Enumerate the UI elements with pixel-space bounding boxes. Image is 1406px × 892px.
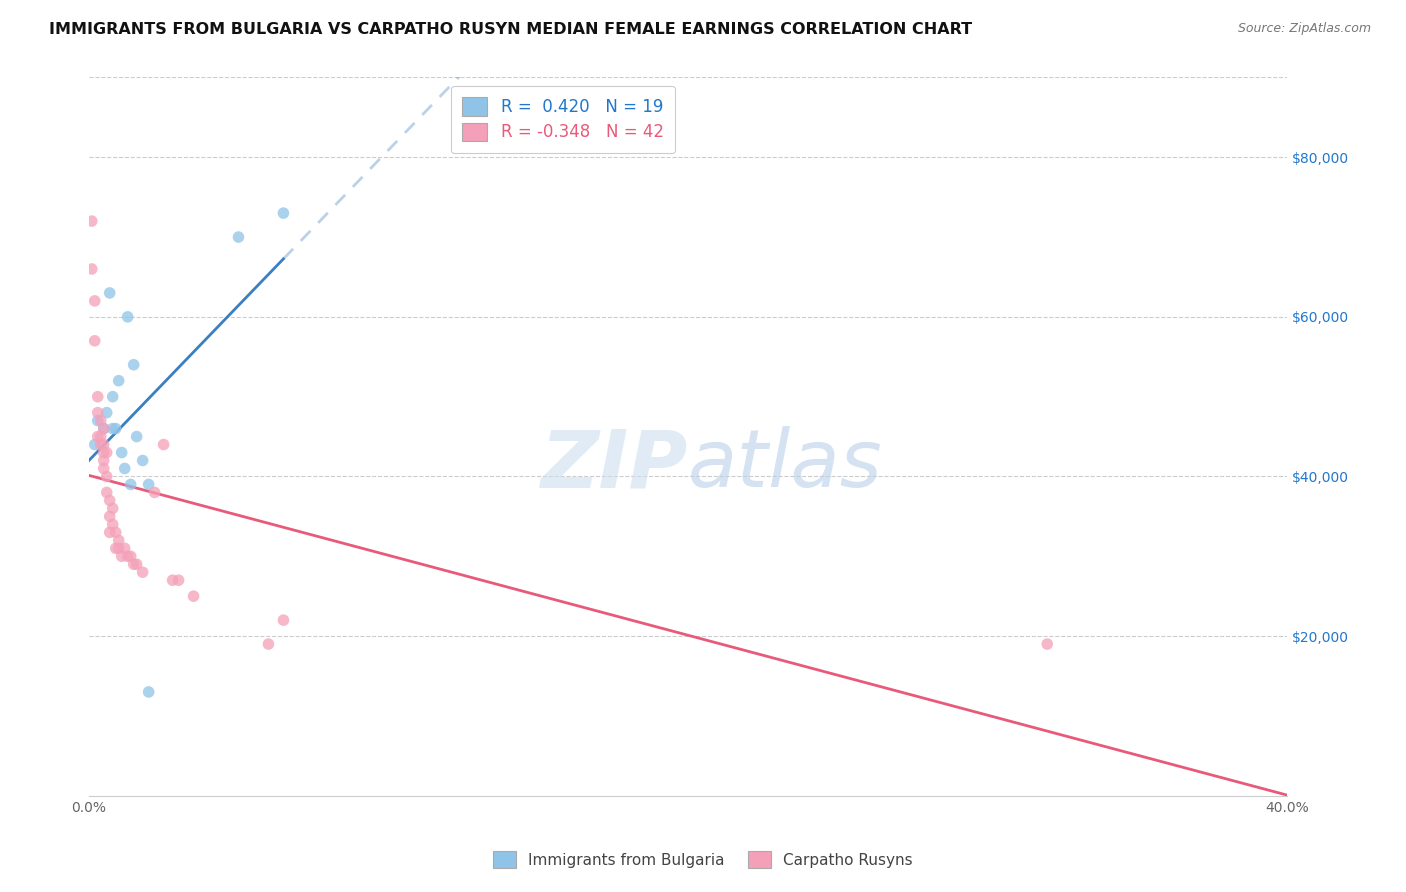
Text: atlas: atlas: [688, 426, 883, 504]
Point: [80, 214, 103, 228]
Point: [273, 206, 295, 220]
Point: [93, 421, 115, 435]
Point: [131, 453, 153, 467]
Point: [90, 429, 112, 443]
Point: [117, 549, 139, 564]
Point: [98, 493, 121, 508]
Point: [111, 445, 134, 459]
Point: [83, 334, 105, 348]
Point: [183, 589, 205, 603]
Point: [131, 566, 153, 580]
Point: [120, 477, 142, 491]
Point: [107, 374, 129, 388]
Text: ZIP: ZIP: [540, 426, 688, 504]
Point: [96, 406, 118, 420]
Point: [93, 437, 115, 451]
Point: [96, 445, 118, 459]
Point: [114, 461, 136, 475]
Legend: Immigrants from Bulgaria, Carpatho Rusyns: Immigrants from Bulgaria, Carpatho Rusyn…: [485, 844, 921, 875]
Text: Source: ZipAtlas.com: Source: ZipAtlas.com: [1237, 22, 1371, 36]
Point: [1036, 637, 1059, 651]
Point: [114, 541, 136, 556]
Point: [125, 429, 148, 443]
Point: [143, 485, 166, 500]
Point: [98, 509, 121, 524]
Point: [138, 685, 160, 699]
Point: [120, 549, 142, 564]
Point: [87, 406, 110, 420]
Point: [122, 558, 145, 572]
Point: [104, 525, 127, 540]
Point: [101, 421, 124, 435]
Point: [117, 310, 139, 324]
Point: [96, 485, 118, 500]
Point: [162, 573, 184, 587]
Point: [125, 558, 148, 572]
Point: [80, 262, 103, 277]
Point: [111, 549, 134, 564]
Point: [104, 541, 127, 556]
Point: [152, 437, 174, 451]
Point: [101, 517, 124, 532]
Point: [257, 637, 280, 651]
Point: [107, 533, 129, 548]
Point: [107, 541, 129, 556]
Point: [167, 573, 190, 587]
Point: [83, 293, 105, 308]
Point: [101, 390, 124, 404]
Point: [122, 358, 145, 372]
Point: [93, 461, 115, 475]
Point: [104, 421, 127, 435]
Point: [98, 525, 121, 540]
Text: IMMIGRANTS FROM BULGARIA VS CARPATHO RUSYN MEDIAN FEMALE EARNINGS CORRELATION CH: IMMIGRANTS FROM BULGARIA VS CARPATHO RUS…: [49, 22, 973, 37]
Point: [101, 501, 124, 516]
Point: [273, 613, 295, 627]
Point: [138, 477, 160, 491]
Point: [228, 230, 250, 244]
Legend: R =  0.420   N = 19, R = -0.348   N = 42: R = 0.420 N = 19, R = -0.348 N = 42: [450, 86, 675, 153]
Point: [90, 414, 112, 428]
Point: [90, 437, 112, 451]
Point: [87, 429, 110, 443]
Point: [87, 414, 110, 428]
Point: [93, 445, 115, 459]
Point: [87, 390, 110, 404]
Point: [93, 453, 115, 467]
Point: [83, 437, 105, 451]
Point: [93, 421, 115, 435]
Point: [98, 285, 121, 300]
Point: [96, 469, 118, 483]
